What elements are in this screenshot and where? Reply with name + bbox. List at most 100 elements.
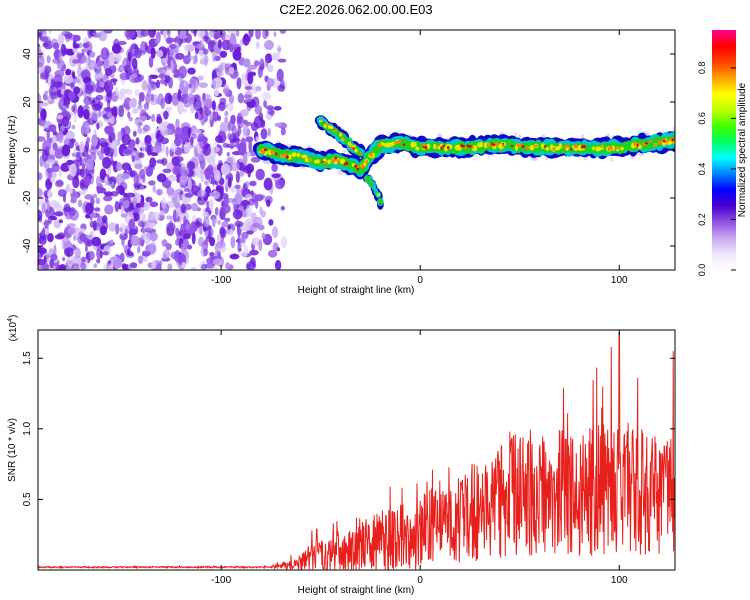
noise-blob (38, 258, 46, 266)
noise-blob (229, 253, 240, 260)
noise-blob (271, 52, 280, 61)
noise-blob (111, 43, 122, 54)
main-track-point (657, 140, 662, 145)
noise-blob (230, 32, 236, 41)
noise-blob (238, 247, 242, 252)
noise-blob (272, 226, 279, 239)
noise-blob (239, 171, 245, 177)
main-track-point (398, 139, 402, 144)
noise-blob (45, 71, 49, 84)
noise-blob (145, 166, 154, 177)
noise-blob (96, 248, 103, 259)
noise-blob (109, 53, 115, 67)
noise-blob (104, 125, 113, 135)
noise-blob (258, 239, 263, 252)
noise-blob (89, 146, 98, 155)
noise-blob (114, 200, 120, 212)
noise-blob (215, 146, 220, 152)
noise-blob (42, 149, 48, 162)
noise-blob (191, 202, 199, 212)
noise-blob (144, 134, 152, 144)
main-track-point (336, 159, 340, 163)
noise-blob (148, 222, 156, 228)
noise-blob (57, 63, 63, 70)
noise-blob (213, 258, 222, 266)
noise-blob (209, 252, 215, 257)
noise-blob (260, 210, 267, 218)
noise-blob (131, 58, 138, 70)
noise-blob (116, 67, 125, 72)
noise-blob (81, 122, 91, 135)
noise-blob (229, 133, 237, 144)
noise-blob (113, 80, 117, 86)
noise-blob (86, 115, 90, 123)
noise-blob (44, 90, 48, 96)
noise-blob (179, 175, 189, 183)
noise-blob (127, 248, 131, 255)
noise-blob (47, 217, 52, 224)
noise-blob (144, 42, 148, 52)
noise-blob (169, 43, 177, 50)
noise-blob (143, 102, 149, 110)
noise-blob (211, 100, 216, 111)
noise-blob (264, 30, 269, 37)
noise-blob (65, 183, 71, 193)
noise-blob (110, 191, 119, 197)
main-track-point (462, 144, 465, 148)
noise-blob (42, 227, 45, 236)
noise-blob (119, 223, 126, 236)
noise-blob (152, 211, 161, 221)
noise-blob (150, 151, 159, 157)
noise-blob (58, 51, 63, 64)
noise-blob (203, 35, 208, 42)
noise-blob (144, 145, 155, 154)
snr-multiplier: (x104) (7, 315, 19, 342)
noise-blob (212, 54, 216, 63)
noise-blob (173, 201, 181, 209)
noise-blob (213, 89, 220, 97)
noise-blob (43, 36, 51, 44)
noise-blob (266, 78, 275, 87)
snr-x-label: Height of straight line (km) (298, 585, 415, 596)
noise-blob (72, 40, 77, 50)
noise-blob (93, 32, 102, 38)
noise-blob (219, 50, 228, 58)
noise-blob (102, 156, 112, 169)
noise-blob (232, 209, 243, 220)
noise-blob (183, 81, 187, 88)
noise-blob (273, 106, 282, 111)
noise-blob (152, 145, 163, 154)
noise-blob (83, 175, 92, 186)
main-track-point (620, 146, 624, 151)
x-tick-label: 0 (417, 575, 423, 586)
snr-panel: -100 0 100 0.5 1.0 1.5 Height of straight li… (7, 315, 676, 596)
noise-blob (168, 93, 172, 104)
y-tick-label: 20 (22, 96, 33, 108)
halo-point (580, 134, 585, 139)
chart-title: C2E2.2026.062.00.00.E03 (279, 2, 432, 17)
noise-blob (215, 240, 226, 249)
main-track-point (516, 143, 521, 147)
noise-blob (137, 106, 143, 111)
main-track-point (479, 141, 484, 148)
noise-blob (38, 55, 45, 68)
noise-blob (96, 150, 102, 157)
main-track-point (356, 167, 360, 171)
noise-blob (156, 49, 164, 58)
snr-frame (37, 329, 676, 571)
noise-blob (47, 95, 51, 102)
noise-blob (181, 262, 186, 269)
noise-blob (38, 105, 43, 113)
noise-blob (140, 30, 149, 37)
main-track-point (299, 155, 302, 159)
spectrogram-plot-area (38, 30, 675, 270)
noise-blob (263, 100, 267, 108)
noise-blob (267, 127, 271, 137)
noise-blob (211, 267, 219, 270)
noise-blob (144, 219, 154, 232)
noise-blob (253, 115, 264, 129)
noise-blob (246, 128, 250, 137)
noise-blob (156, 116, 163, 124)
noise-blob (277, 58, 287, 63)
noise-blob (249, 180, 257, 187)
